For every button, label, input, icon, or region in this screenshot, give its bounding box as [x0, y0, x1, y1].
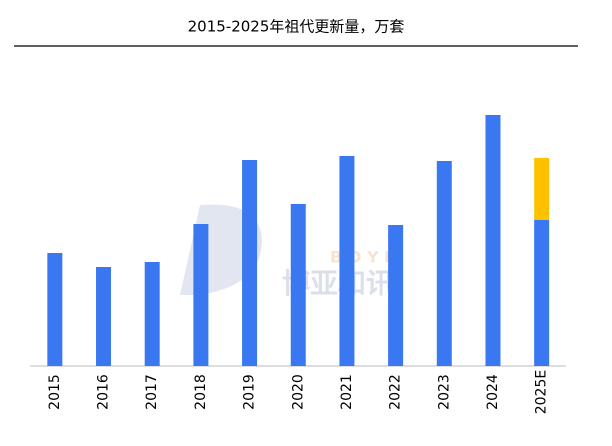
x-tick-label: 2020: [290, 374, 306, 410]
bar: [485, 115, 501, 366]
bar: [96, 267, 112, 366]
x-tick-label: 2021: [339, 374, 355, 410]
bar: [193, 224, 209, 366]
bar: [388, 225, 404, 366]
watermark: B O Y R 博亚和讯: [180, 204, 396, 300]
x-tick-label: 2015: [47, 374, 63, 410]
bar: [144, 262, 160, 366]
x-tick-label: 2022: [388, 374, 404, 410]
x-tick-label: 2016: [96, 374, 112, 410]
x-tick-label: 2019: [242, 374, 258, 410]
chart-title: 2015-2025年祖代更新量，万套: [188, 18, 405, 36]
x-tick-label: 2024: [485, 374, 501, 410]
bar: [290, 204, 306, 366]
bar: [534, 220, 550, 366]
bar: [534, 158, 550, 220]
x-tick-label: 2018: [193, 374, 209, 410]
bar: [47, 253, 63, 366]
x-tick-label: 2025E: [534, 370, 550, 414]
bar: [436, 161, 452, 366]
bar: [339, 156, 355, 366]
x-tick-label: 2023: [436, 374, 452, 410]
bar: [242, 160, 258, 366]
x-tick-label: 2017: [144, 374, 160, 410]
